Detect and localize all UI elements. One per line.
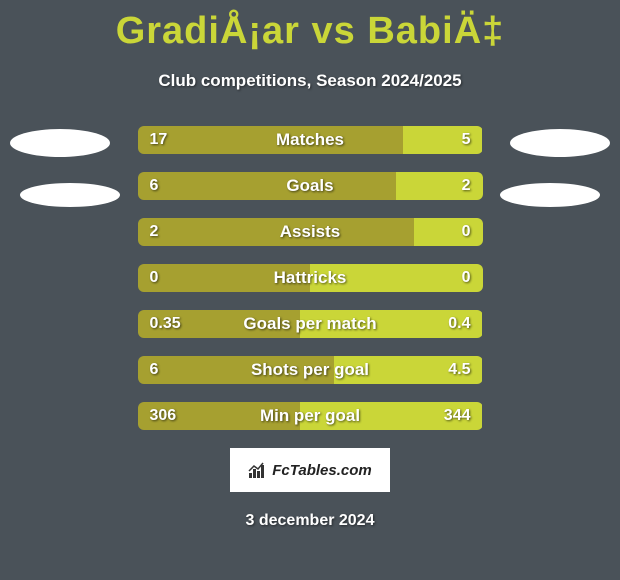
stat-value-left: 0 [150,269,159,287]
stat-value-right: 4.5 [448,361,470,379]
stat-row: 0 0 Hattricks [138,264,483,292]
player-right-logo-2 [500,183,600,207]
stat-bar-right [414,218,483,246]
page-title: GradiÅ¡ar vs BabiÄ‡ [0,0,620,53]
stat-bar-left [138,218,414,246]
comparison-content: 17 5 Matches 6 2 Goals 2 0 Assists 0 0 Hattricks 0.3… [0,126,620,430]
stat-row: 306 344 Min per goal [138,402,483,430]
stat-value-right: 0 [462,223,471,241]
player-left-logo-1 [10,129,110,157]
stat-value-right: 2 [462,177,471,195]
stat-label: Shots per goal [251,360,369,380]
stat-row: 17 5 Matches [138,126,483,154]
stat-value-left: 17 [150,131,168,149]
stat-value-left: 306 [150,407,177,425]
stat-row: 2 0 Assists [138,218,483,246]
watermark-text: FcTables.com [272,462,371,479]
stat-label: Min per goal [260,406,360,426]
stat-label: Hattricks [274,268,347,288]
stat-value-left: 0.35 [150,315,181,333]
stat-value-left: 2 [150,223,159,241]
stat-value-right: 344 [444,407,471,425]
stat-label: Goals [286,176,333,196]
stat-row: 6 4.5 Shots per goal [138,356,483,384]
watermark: FcTables.com [230,448,390,492]
chart-icon [248,461,268,479]
stat-label: Matches [276,130,344,150]
stat-label: Goals per match [243,314,376,334]
player-left-logo-2 [20,183,120,207]
stat-value-right: 5 [462,131,471,149]
page-subtitle: Club competitions, Season 2024/2025 [0,71,620,91]
stat-value-right: 0.4 [448,315,470,333]
stat-bar-left [138,172,397,200]
stat-value-right: 0 [462,269,471,287]
date-text: 3 december 2024 [0,512,620,530]
stat-value-left: 6 [150,177,159,195]
stat-bars: 17 5 Matches 6 2 Goals 2 0 Assists 0 0 Hattricks 0.3… [138,126,483,430]
stat-label: Assists [280,222,340,242]
player-right-logo-1 [510,129,610,157]
stat-bar-left [138,126,404,154]
stat-row: 6 2 Goals [138,172,483,200]
stat-value-left: 6 [150,361,159,379]
stat-row: 0.35 0.4 Goals per match [138,310,483,338]
